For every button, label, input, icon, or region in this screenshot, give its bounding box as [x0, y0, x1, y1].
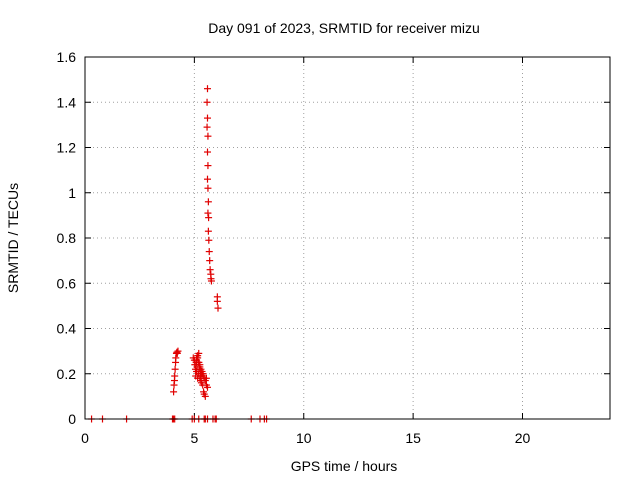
data-point	[195, 358, 203, 366]
y-tick-label: 0.2	[57, 366, 77, 382]
data-point	[204, 383, 211, 391]
data-point	[203, 98, 211, 106]
data-point	[195, 349, 203, 357]
data-point	[170, 388, 178, 396]
x-tick-labels: 0 5 10 15 20	[81, 430, 530, 446]
data-point	[214, 304, 222, 312]
x-tick-label: 15	[405, 430, 421, 446]
data-point	[204, 148, 211, 156]
y-tick-label: 0.4	[57, 321, 77, 337]
x-axis-label: GPS time / hours	[291, 458, 398, 474]
axis-ticks	[84, 56, 610, 420]
y-axis-label: SRMTID / TECUs	[5, 183, 21, 293]
data-point	[204, 209, 212, 217]
data-point	[171, 372, 179, 380]
y-tick-label: 1.2	[57, 140, 77, 156]
data-point	[206, 266, 214, 274]
x-tick-label: 0	[81, 430, 89, 446]
x-tick-label: 5	[190, 430, 198, 446]
data-point	[201, 377, 209, 385]
data-point	[171, 365, 179, 373]
data-point	[204, 114, 211, 122]
data-point	[204, 175, 211, 183]
y-tick-label: 0	[68, 411, 76, 427]
grid-lines	[85, 57, 610, 419]
data-point	[172, 354, 180, 362]
data-point	[199, 370, 207, 378]
data-point	[204, 85, 211, 93]
data-point	[213, 297, 221, 305]
y-tick-label: 1	[68, 185, 76, 201]
y-tick-label: 1.6	[57, 49, 77, 65]
data-points	[88, 85, 271, 423]
data-point	[204, 132, 212, 140]
data-point	[201, 392, 209, 400]
chart-title: Day 091 of 2023, SRMTID for receiver miz…	[208, 20, 480, 36]
data-point	[204, 162, 212, 170]
y-tick-label: 0.6	[57, 275, 77, 291]
data-point	[207, 277, 215, 285]
plot-frame	[84, 56, 611, 420]
x-tick-label: 20	[515, 430, 531, 446]
data-point	[206, 257, 214, 265]
data-point	[203, 123, 211, 131]
y-tick-labels: 0 0.2 0.4 0.6 0.8 1 1.2 1.4 1.6	[57, 49, 77, 427]
data-point	[205, 214, 213, 222]
data-point	[205, 236, 213, 244]
data-point	[204, 198, 212, 206]
y-tick-label: 0.8	[57, 230, 77, 246]
x-tick-label: 10	[296, 430, 312, 446]
data-point	[205, 248, 213, 256]
data-point	[204, 184, 212, 192]
data-point	[204, 227, 212, 235]
data-point	[194, 354, 202, 362]
data-point	[174, 347, 182, 355]
y-tick-label: 1.4	[57, 94, 77, 110]
